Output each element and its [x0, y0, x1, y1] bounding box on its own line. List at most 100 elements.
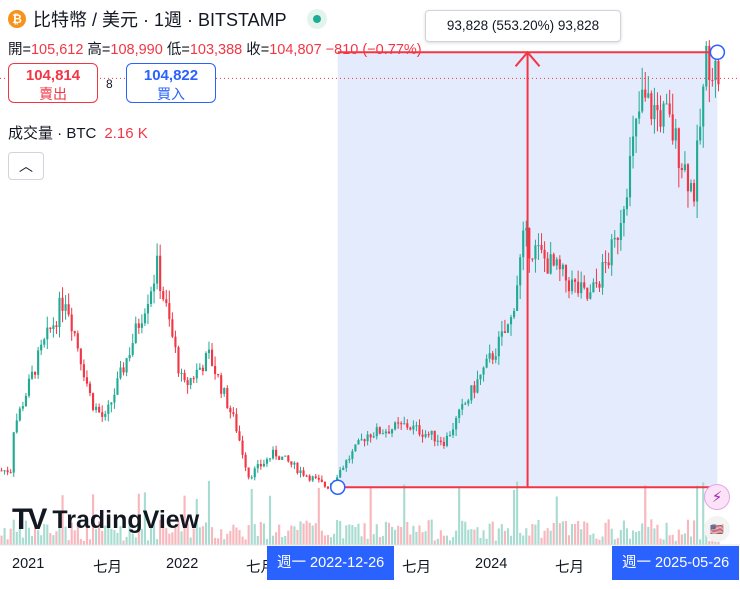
candle-body: [455, 417, 458, 430]
bitcoin-icon: ₿: [8, 10, 26, 28]
candle-body: [82, 364, 85, 378]
candle-body: [714, 60, 717, 81]
candle-body: [210, 349, 214, 366]
candle-body: [6, 470, 9, 473]
sell-label: 賣出: [39, 86, 67, 102]
tradingview-logo[interactable]: TV TradingView: [12, 503, 199, 537]
flash-icon[interactable]: ⚡: [704, 484, 730, 510]
volume-bar: [195, 498, 198, 545]
candle-body: [195, 369, 198, 379]
volume-bar: [424, 531, 427, 545]
volume-bar: [577, 521, 580, 545]
candle-body: [448, 435, 452, 437]
candle-body: [403, 423, 406, 425]
volume-bar: [15, 531, 18, 545]
measure-end-handle[interactable]: [709, 44, 726, 61]
volume-bar: [82, 540, 85, 545]
x-tick-label: 七月: [555, 560, 584, 576]
candle-body: [52, 325, 55, 329]
volume-bar: [589, 535, 592, 545]
volume-bar: [232, 524, 235, 545]
candle-body: [241, 440, 244, 455]
candle-body: [165, 299, 168, 304]
candle-body: [683, 164, 686, 171]
candle-body: [613, 237, 616, 240]
candle-body: [250, 477, 253, 479]
candle-body: [171, 319, 174, 337]
candle-body: [76, 333, 79, 349]
volume-bar: [400, 526, 403, 545]
candle-body: [607, 262, 610, 266]
volume-bar: [708, 540, 711, 545]
candle-body: [433, 430, 436, 442]
volume-bar: [104, 525, 107, 545]
candle-body: [635, 118, 638, 137]
sell-button[interactable]: 104,814 賣出: [8, 63, 98, 103]
candle-body: [192, 378, 195, 380]
volume-bar: [357, 523, 360, 545]
volume-bar: [128, 521, 131, 545]
volume-bar: [567, 535, 571, 545]
candle-body: [79, 348, 82, 365]
volume-bar: [165, 528, 168, 545]
collapse-legend-button[interactable]: ︿: [8, 152, 44, 180]
candle-body: [592, 282, 595, 293]
measure-start-handle[interactable]: [329, 479, 346, 495]
candle-body: [3, 470, 6, 472]
candle-body: [278, 456, 281, 460]
measure-arrow-head: [514, 50, 541, 67]
candle-body: [528, 227, 531, 259]
candle-body: [229, 408, 232, 413]
volume-bar: [55, 531, 58, 545]
candle-body: [549, 254, 552, 274]
volume-bar: [156, 539, 159, 545]
candle-body: [415, 425, 418, 427]
chevron-up-icon: ︿: [19, 158, 33, 174]
candle-body: [223, 388, 226, 394]
candle-body: [653, 105, 656, 120]
candle-body: [555, 259, 558, 266]
candle-body: [570, 279, 574, 292]
volume-bar: [40, 535, 43, 545]
volume-value: 2.16 K: [104, 125, 148, 142]
volume-bar: [674, 540, 677, 545]
candle-body: [421, 434, 424, 437]
volume-bar: [680, 534, 683, 545]
buy-button[interactable]: 104,822 買入: [126, 63, 216, 103]
volume-bar: [98, 521, 101, 545]
candle-body: [281, 456, 284, 460]
candle-body: [290, 461, 293, 465]
volume-bar: [95, 529, 98, 545]
candle-body: [128, 354, 131, 359]
volume-bar: [198, 527, 201, 545]
volume-bar: [668, 535, 671, 545]
volume-bar: [159, 519, 162, 545]
candle-body: [439, 440, 442, 442]
candle-body: [540, 245, 543, 250]
volume-bar: [610, 528, 613, 545]
spread-value: 8: [106, 77, 113, 91]
volume-bar: [564, 520, 567, 545]
symbol-title[interactable]: 比特幣 / 美元 · 1週 · BITSTAMP: [33, 10, 287, 30]
candle-body: [513, 310, 516, 318]
volume-bar: [336, 520, 339, 545]
candle-body: [506, 324, 510, 333]
volume-bar: [586, 522, 589, 545]
candle-body: [354, 444, 357, 452]
volume-bar: [427, 520, 430, 545]
candle-body: [375, 427, 378, 437]
volume-bar: [622, 520, 625, 545]
volume-bar: [64, 526, 67, 545]
volume-bar: [482, 530, 485, 545]
volume-bar: [403, 484, 406, 545]
volume-bar: [387, 522, 391, 545]
volume-bar: [37, 530, 40, 545]
volume-bar: [70, 522, 73, 545]
volume-bar: [619, 530, 622, 545]
volume-bar: [461, 520, 464, 545]
candle-body: [217, 374, 220, 376]
us-flag-icon[interactable]: 🇺🇸: [704, 516, 730, 542]
candle-body: [424, 434, 427, 437]
volume-bar: [689, 536, 693, 545]
